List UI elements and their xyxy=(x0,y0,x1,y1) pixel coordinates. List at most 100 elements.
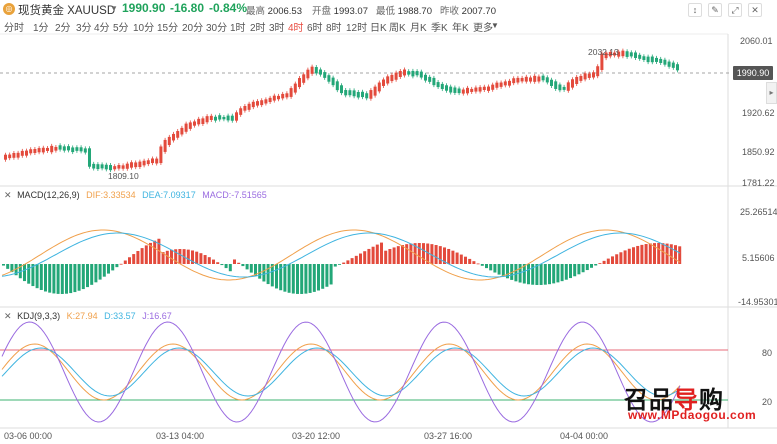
macd-bar xyxy=(136,251,140,264)
candle-body xyxy=(298,78,301,88)
candle-body xyxy=(432,77,436,86)
tab-period[interactable]: 10分 xyxy=(133,23,155,34)
macd-bar xyxy=(657,243,661,264)
kdj-j-line xyxy=(1,321,681,423)
candle-body xyxy=(201,118,205,124)
time-axis-label: 03-13 04:00 xyxy=(156,431,204,441)
macd-bar xyxy=(354,255,358,264)
candle-body xyxy=(268,97,272,103)
macd-bar xyxy=(283,264,287,292)
high-annotation: 2032.13 xyxy=(588,47,619,57)
macd-bar xyxy=(535,264,539,285)
tab-period[interactable]: 年K xyxy=(452,23,469,34)
candle-body xyxy=(428,76,432,82)
candle-body xyxy=(138,161,142,167)
candle-body xyxy=(445,85,448,91)
candle-body xyxy=(587,73,591,78)
tab-period[interactable]: 6时 xyxy=(307,23,323,34)
candle-body xyxy=(457,88,461,94)
macd-bar xyxy=(623,250,627,264)
period-tabs: 分时 1分 2分 3分 4分 5分 10分 15分 20分 30分 1时 2时 … xyxy=(0,17,777,34)
macd-bar xyxy=(451,250,455,264)
tab-period[interactable]: 20分 xyxy=(182,23,204,34)
current-price-tag: 1990.90 xyxy=(733,66,773,80)
macd-bar xyxy=(346,260,350,264)
tab-more[interactable]: 更多 xyxy=(473,23,493,34)
macd-bar xyxy=(489,264,493,271)
chevron-down-icon[interactable]: ▼ xyxy=(110,4,118,13)
tab-period[interactable]: 30分 xyxy=(206,23,228,34)
candle-body xyxy=(327,75,331,82)
kdj-title: KDJ(9,3,3) xyxy=(17,311,61,321)
macd-bar xyxy=(531,264,535,285)
macd-bar xyxy=(321,264,325,289)
macd-bar xyxy=(27,264,31,284)
candle-body xyxy=(419,71,423,78)
macd-bar xyxy=(14,264,18,276)
price-axis-label: 1850.92 xyxy=(742,147,775,157)
candle-body xyxy=(398,70,402,77)
candle-body xyxy=(533,75,537,82)
crosshair-icon[interactable]: ↕ xyxy=(688,3,702,17)
candle-body xyxy=(356,91,360,98)
macd-bar xyxy=(648,243,652,264)
macd-macd-value: MACD:-7.51565 xyxy=(202,190,267,200)
chevron-right-icon[interactable]: ▸ xyxy=(766,82,777,104)
candle-body xyxy=(243,106,247,111)
macd-bar xyxy=(455,252,459,264)
candle-body xyxy=(524,76,528,82)
macd-bar xyxy=(384,250,388,264)
macd-bar xyxy=(296,264,299,294)
tab-period[interactable]: 日K xyxy=(370,23,387,34)
candle-body xyxy=(167,136,171,146)
tab-period[interactable]: 2分 xyxy=(55,23,71,34)
tab-period[interactable]: 3分 xyxy=(76,23,92,34)
tab-period[interactable]: 分时 xyxy=(4,23,24,34)
candle-body xyxy=(121,165,125,169)
tab-period[interactable]: 月K xyxy=(410,23,427,34)
candle-body xyxy=(634,52,637,58)
tab-period[interactable]: 8时 xyxy=(326,23,342,34)
tab-period[interactable]: 季K xyxy=(431,23,448,34)
candle-body xyxy=(96,164,100,170)
tab-period[interactable]: 12时 xyxy=(346,23,368,34)
tab-period[interactable]: 1时 xyxy=(230,23,246,34)
symbol-selector[interactable]: 现货黄金 XAUUSD xyxy=(18,5,116,17)
tab-period[interactable]: 5分 xyxy=(113,23,129,34)
draw-icon[interactable]: ✎ xyxy=(708,3,722,17)
macd-bar xyxy=(619,252,623,264)
tab-period[interactable]: 2时 xyxy=(250,23,266,34)
candle-body xyxy=(508,80,511,86)
tab-period[interactable]: 3时 xyxy=(269,23,285,34)
tab-period[interactable]: 4分 xyxy=(94,23,110,34)
close-icon[interactable]: ✕ xyxy=(4,311,12,321)
macd-bar xyxy=(304,264,308,294)
candle-body xyxy=(184,123,188,132)
macd-bar xyxy=(149,242,152,264)
macd-axis-label: 25.26514 xyxy=(740,207,777,217)
close-icon[interactable]: ✕ xyxy=(748,3,762,17)
candle-body xyxy=(310,66,314,74)
fullscreen-icon[interactable]: ⤢ xyxy=(728,3,742,17)
macd-bar xyxy=(569,264,572,279)
candle-body xyxy=(54,146,58,151)
candle-body xyxy=(373,86,377,96)
low-annotation: 1809.10 xyxy=(108,171,139,181)
macd-bar xyxy=(44,264,47,292)
candle-body xyxy=(155,158,159,164)
macd-bar xyxy=(220,264,224,266)
tab-period[interactable]: 周K xyxy=(389,23,406,34)
tab-period[interactable]: 15分 xyxy=(157,23,179,34)
candle-body xyxy=(239,108,243,115)
macd-bar xyxy=(81,264,85,290)
macd-bar xyxy=(674,245,677,264)
chevron-down-icon[interactable]: ▼ xyxy=(491,21,499,30)
candle-body xyxy=(306,69,310,79)
candle-body xyxy=(205,116,209,123)
tab-period[interactable]: 1分 xyxy=(33,23,49,34)
macd-bar xyxy=(249,264,253,273)
macd-bar xyxy=(94,264,98,283)
tab-period-active[interactable]: 4时 xyxy=(288,23,304,34)
close-icon[interactable]: ✕ xyxy=(4,190,12,200)
